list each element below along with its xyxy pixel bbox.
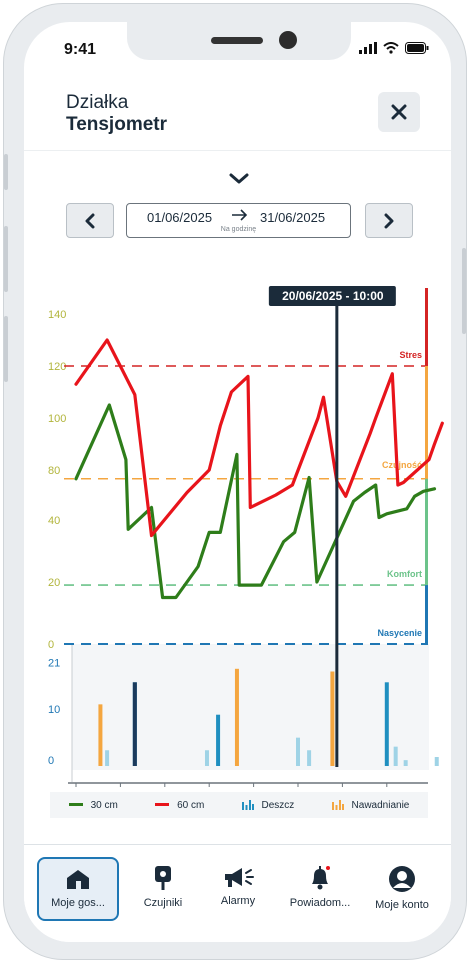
- irrigation-bars-icon: [331, 800, 344, 810]
- signal-icon: [359, 42, 377, 54]
- tab-label: Moje konto: [375, 899, 429, 911]
- close-icon: [391, 104, 407, 120]
- tab-label: Alarmy: [220, 895, 256, 907]
- y-tick-label: 10: [48, 704, 60, 716]
- rain-bar: [434, 757, 439, 766]
- y-tick-label: 20: [48, 577, 60, 589]
- home-icon: [67, 870, 89, 889]
- notch: [127, 22, 351, 60]
- status-time: 9:41: [64, 41, 97, 58]
- tab-powiadomienia[interactable]: Powiadom...: [279, 857, 361, 919]
- previous-period-button[interactable]: [66, 203, 114, 238]
- tab-label: Moje gos...: [51, 897, 105, 909]
- legend-nawadnianie: Nawadnianie: [331, 799, 410, 811]
- page-title: Tensjometr: [66, 114, 168, 135]
- tab-czujniki[interactable]: Czujniki: [122, 857, 204, 919]
- legend-deszcz: Deszcz: [241, 799, 295, 811]
- y-tick-label: 40: [48, 515, 60, 527]
- wifi-icon: [383, 42, 399, 54]
- chevron-down-icon: [229, 173, 249, 184]
- cursor-label-background: [268, 286, 396, 306]
- speaker: [211, 37, 263, 44]
- expand-button[interactable]: [224, 170, 254, 193]
- legend-label: 30 cm: [90, 799, 118, 811]
- status-icons: [359, 42, 429, 54]
- header-divider: [24, 150, 451, 151]
- legend-label: Nawadnianie: [351, 799, 410, 811]
- tab-moje-konto[interactable]: Moje konto: [361, 857, 443, 919]
- megaphone-icon: [225, 868, 254, 887]
- phone-side-button: [4, 316, 8, 382]
- y-tick-label: 140: [48, 309, 66, 321]
- phone-side-button: [462, 248, 466, 334]
- threshold-label-czujnosc: Czujność: [382, 460, 422, 470]
- y-tick-label: 0: [48, 755, 54, 767]
- bell-icon: [312, 866, 330, 890]
- rain-bars-icon: [241, 800, 254, 810]
- tab-label: Powiadom...: [289, 897, 351, 909]
- chart-legend: 30 cm 60 cm Deszcz Nawadnianie: [50, 792, 428, 818]
- date-granularity: Na godzinę: [220, 226, 257, 233]
- threshold-label-stres: Stres: [399, 350, 422, 360]
- zone-bar-komfort: [425, 478, 428, 586]
- legend-30cm: 30 cm: [68, 799, 118, 811]
- irrigation-bar: [330, 671, 335, 766]
- zone-bar-stres: [425, 288, 428, 366]
- tab-bar: Moje gos... Czujniki Alarmy: [24, 844, 451, 942]
- bar-panel-background: [72, 644, 429, 770]
- rain-bar: [307, 750, 312, 766]
- series-30cm-line: [74, 403, 437, 600]
- arrow-right-icon: [232, 209, 248, 221]
- tab-moje-gospodarstwa[interactable]: Moje gos...: [37, 857, 119, 921]
- rain-bar: [105, 750, 110, 766]
- rain-bar-highlight: [132, 682, 137, 766]
- y-tick-label: 120: [48, 361, 66, 373]
- phone-frame: 9:41 Działka Tensjometr: [3, 3, 467, 960]
- rain-bar: [204, 750, 209, 766]
- close-button[interactable]: [378, 92, 420, 132]
- account-icon: [389, 866, 415, 892]
- rain-bar: [393, 746, 398, 766]
- date-from: 01/06/2025: [147, 210, 213, 225]
- tab-alarmy[interactable]: Alarmy: [197, 857, 279, 919]
- y-tick-label: 80: [48, 465, 60, 477]
- phone-side-button: [4, 154, 8, 190]
- y-tick-label: 21: [48, 658, 60, 670]
- camera: [279, 31, 297, 49]
- battery-icon: [405, 42, 429, 54]
- threshold-label-nasycenie: Nasycenie: [377, 628, 422, 638]
- chevron-right-icon: [384, 213, 394, 228]
- tensiometer-chart[interactable]: 140120100804020021100StresCzujnośćKomfor…: [24, 262, 451, 787]
- rain-bar: [296, 737, 300, 766]
- header-subtitle: Działka: [66, 92, 129, 113]
- irrigation-bar: [234, 668, 239, 766]
- rain-bar: [403, 760, 408, 766]
- irrigation-bar: [98, 704, 103, 766]
- legend-line-30cm: [68, 803, 83, 806]
- rain-bar: [216, 714, 221, 766]
- y-tick-label: 100: [48, 413, 66, 425]
- tab-label: Czujniki: [143, 897, 183, 909]
- cursor-label: 20/06/2025 - 10:00: [282, 289, 384, 303]
- phone-side-button: [4, 226, 8, 292]
- screen: 9:41 Działka Tensjometr: [24, 22, 451, 942]
- chevron-left-icon: [85, 213, 95, 228]
- series-60cm-line: [74, 338, 444, 538]
- zone-bar-czujnosc: [425, 366, 428, 479]
- legend-label: Deszcz: [261, 799, 295, 811]
- date-range-picker[interactable]: 01/06/2025 31/06/2025 Na godzinę: [126, 203, 351, 238]
- legend-60cm: 60 cm: [155, 800, 204, 811]
- date-to: 31/06/2025: [260, 210, 326, 225]
- rain-bar: [384, 682, 389, 766]
- next-period-button[interactable]: [365, 203, 413, 238]
- threshold-label-komfort: Komfort: [387, 569, 422, 579]
- y-tick-label: 0: [48, 639, 54, 651]
- zone-bar-nasycenie: [425, 585, 428, 644]
- legend-line-60cm: [155, 803, 170, 806]
- sensor-icon: [155, 866, 171, 890]
- legend-label: 60 cm: [177, 799, 205, 811]
